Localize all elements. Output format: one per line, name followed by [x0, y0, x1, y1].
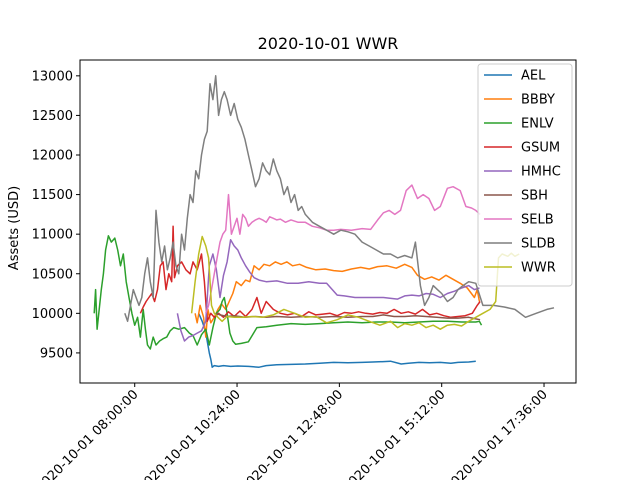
y-tick-label: 12500 [32, 109, 73, 124]
y-tick-label: 9500 [40, 346, 73, 361]
y-tick-label: 11500 [32, 188, 73, 203]
series-line-ael [198, 312, 476, 368]
legend: AEL BBBY ENLV GSUM HMHC SBH SELB SLDB WWR [477, 63, 573, 287]
series-line-enlv [93, 235, 483, 350]
legend-label-hmhc: HMHC [521, 165, 561, 180]
series-line-bbby [194, 261, 481, 338]
y-tick-label: 10500 [32, 267, 73, 282]
series-line-wwr [190, 235, 520, 330]
plot-area [93, 75, 555, 368]
series-line-gsum [139, 225, 481, 323]
y-tick-label: 11000 [32, 228, 73, 243]
legend-label-sldb: SLDB [521, 237, 555, 252]
y-axis-label: Assets (USD) [7, 186, 22, 270]
series-group [93, 75, 555, 368]
series-line-selb [205, 184, 481, 314]
legend-label-ael: AEL [521, 69, 546, 84]
series-line-sldb [124, 75, 555, 323]
legend-label-sbh: SBH [521, 189, 548, 204]
legend-label-selb: SELB [521, 213, 554, 228]
legend-label-wwr: WWR [521, 261, 556, 276]
legend-box [477, 63, 573, 287]
axes-frame [79, 59, 577, 384]
chart-title: 2020-10-01 WWR [258, 34, 399, 53]
legend-label-enlv: ENLV [521, 117, 554, 132]
series-line-hmhc [176, 238, 480, 342]
legend-label-gsum: GSUM [521, 141, 560, 156]
y-tick-label: 10000 [32, 307, 73, 322]
y-tick-label: 13000 [32, 69, 73, 84]
legend-label-bbby: BBBY [521, 93, 555, 108]
y-tick-label: 12000 [32, 149, 73, 164]
